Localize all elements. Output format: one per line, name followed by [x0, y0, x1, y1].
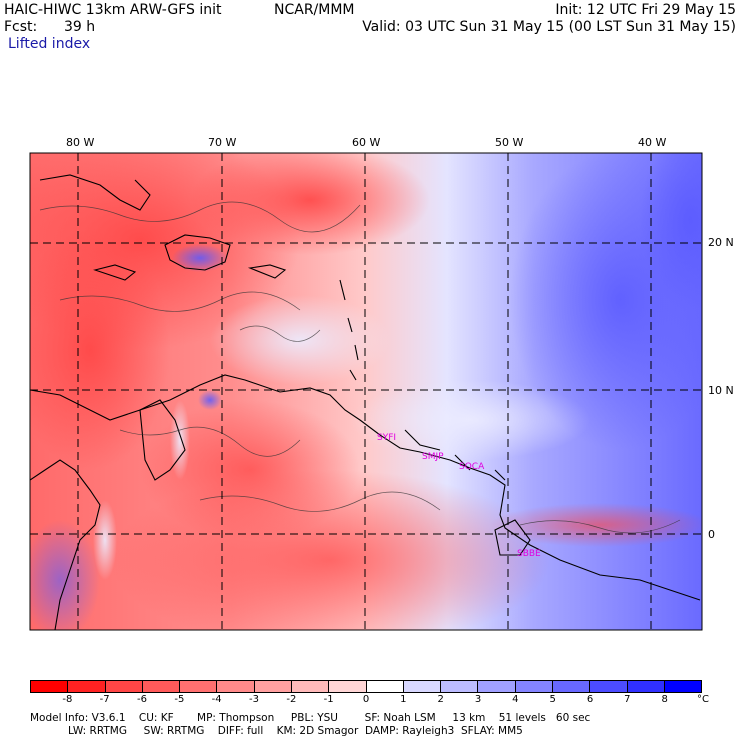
- model-title: HAIC-HIWC 13km ARW-GFS init: [4, 2, 222, 18]
- lat-label-0: 0: [708, 528, 715, 541]
- colorbar-tick-label: -8: [62, 694, 73, 705]
- station-markers: SYFI SMJP SOCA SBBE: [377, 433, 541, 559]
- colorbar-tick-label: 4: [512, 694, 519, 705]
- colorbar-swatch: [403, 681, 442, 692]
- valid-time: Valid: 03 UTC Sun 31 May 15 (00 LST Sun …: [362, 19, 736, 35]
- lon-label-70w: 70 W: [208, 136, 237, 149]
- forecast-hour: 39 h: [64, 19, 96, 35]
- colorbar-swatch: [142, 681, 181, 692]
- field-name: Lifted index: [8, 36, 91, 52]
- colorbar-tick-label: -5: [174, 694, 185, 705]
- colorbar-swatch: [254, 681, 292, 692]
- lat-label-10n: 10 N: [708, 384, 734, 397]
- colorbar-unit: °C: [697, 694, 709, 705]
- colorbar-swatch: [664, 681, 702, 692]
- map-frame: [29, 152, 703, 631]
- station-label-sbbe: SBBE: [517, 549, 541, 559]
- colorbar-swatch: [31, 681, 69, 692]
- org-label: NCAR/MMM: [274, 2, 355, 18]
- lon-label-40w: 40 W: [638, 136, 667, 149]
- colorbar-swatch: [68, 681, 106, 692]
- colorbar-swatch: [515, 681, 553, 692]
- colorbar-tick-label: 6: [586, 694, 594, 705]
- colorbar-tick-label: 5: [549, 694, 556, 705]
- colorbar-swatch: [291, 681, 330, 692]
- colorbar: [30, 680, 702, 693]
- lon-label-60w: 60 W: [352, 136, 381, 149]
- lon-label-50w: 50 W: [495, 136, 524, 149]
- model-info-line1: Model Info: V3.6.1 CU: KF MP: Thompson P…: [30, 712, 591, 724]
- colorbar-tick-label: -3: [249, 694, 259, 705]
- colorbar-swatch: [180, 681, 218, 692]
- forecast-label: Fcst:: [4, 19, 38, 35]
- colorbar-tick-label: 2: [437, 694, 444, 705]
- colorbar-tick-label: 3: [474, 694, 482, 705]
- colorbar-tick-label: 0: [362, 694, 370, 705]
- colorbar-tick-label: -6: [137, 694, 147, 705]
- init-time: Init: 12 UTC Fri 29 May 15: [555, 2, 736, 18]
- station-label-syfi: SYFI: [377, 433, 396, 443]
- colorbar-swatch: [366, 681, 404, 692]
- colorbar-swatch: [329, 681, 367, 692]
- colorbar-swatch: [552, 681, 591, 692]
- colorbar-swatch: [627, 681, 665, 692]
- colorbar-tick-label: -1: [323, 694, 334, 705]
- colorbar-swatch: [217, 681, 255, 692]
- colorbar-swatch: [441, 681, 479, 692]
- colorbar-tick-label: 7: [624, 694, 631, 705]
- colorbar-tick-label: -4: [211, 694, 222, 705]
- station-label-soca: SOCA: [459, 462, 485, 472]
- colorbar-tick-label: -7: [99, 694, 110, 705]
- lat-label-20n: 20 N: [708, 236, 734, 249]
- colorbar-tick-label: 8: [661, 694, 668, 705]
- colorbar-swatch: [105, 681, 143, 692]
- colorbar-swatch: [590, 681, 628, 692]
- lon-label-80w: 80 W: [66, 136, 95, 149]
- colorbar-tick-label: -2: [286, 694, 297, 705]
- model-info-line2: LW: RRTMG SW: RRTMG DIFF: full KM: 2D Sm…: [68, 725, 523, 737]
- station-label-smjp: SMJP: [422, 452, 444, 462]
- colorbar-swatch: [478, 681, 516, 692]
- colorbar-tick-label: 1: [400, 694, 407, 705]
